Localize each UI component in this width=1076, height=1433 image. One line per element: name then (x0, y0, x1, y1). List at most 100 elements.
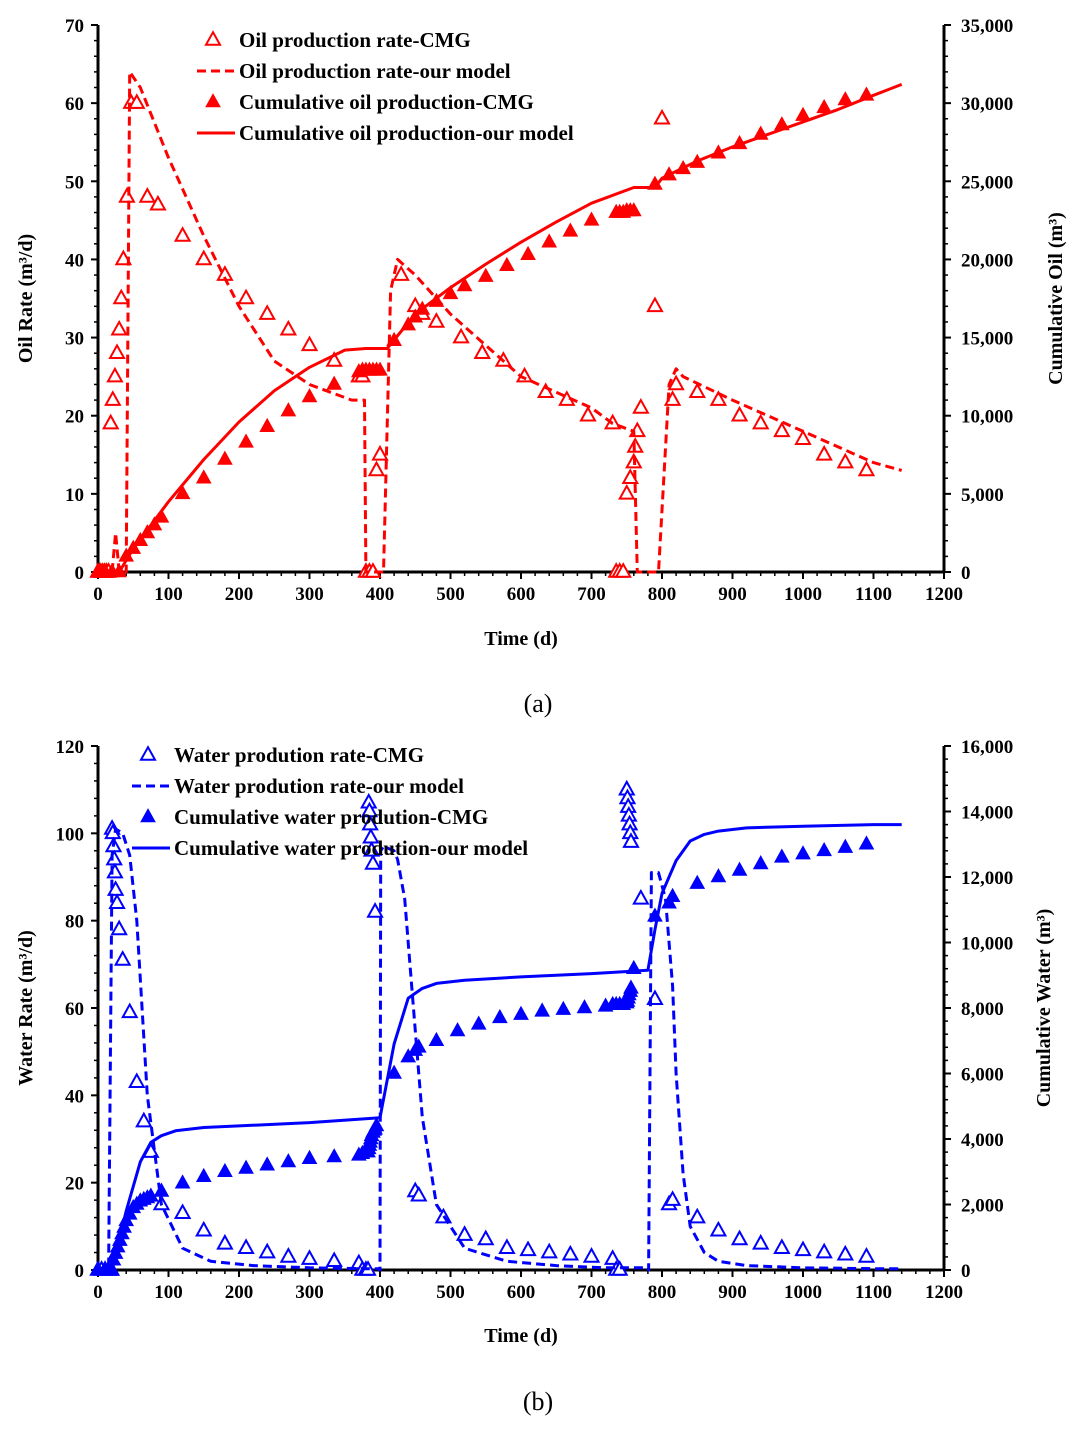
data-point-cumulative-water-prodution-cmg (301, 1149, 318, 1164)
data-point-cumulative-oil-production-cmg (583, 211, 600, 226)
data-point-water-prodution-rate-cmg (836, 1244, 854, 1261)
data-point-cumulative-oil-production-cmg (520, 245, 536, 261)
data-point-oil-production-rate-cmg (836, 452, 854, 469)
x-tick-label: 0 (93, 584, 103, 605)
data-point-cumulative-oil-production-cmg (301, 388, 318, 403)
data-point-oil-production-rate-cmg (138, 187, 157, 203)
data-point-water-prodution-rate-cmg (663, 1190, 682, 1206)
data-point-water-prodution-rate-cmg (106, 862, 124, 879)
y-left-tick-label: 70 (65, 16, 84, 37)
data-point-oil-production-rate-cmg (108, 343, 126, 359)
data-point-oil-production-rate-cmg (688, 382, 706, 399)
data-point-oil-production-rate-cmg (473, 343, 491, 359)
data-point-cumulative-water-prodution-cmg (428, 1031, 445, 1047)
data-point-cumulative-oil-production-cmg (477, 267, 494, 282)
data-point-cumulative-oil-production-cmg (372, 361, 388, 376)
x-axis-label: Time (d) (484, 1325, 558, 1347)
data-point-cumulative-water-prodution-cmg (731, 861, 748, 876)
data-point-oil-production-rate-cmg (364, 562, 382, 578)
legend-marker-symbol (204, 30, 222, 46)
data-point-cumulative-water-prodution-cmg (102, 1261, 119, 1276)
data-point-water-prodution-rate-cmg (582, 1247, 601, 1263)
x-tick-label: 900 (718, 1282, 747, 1303)
series-line-water-prodution-rate-our-model (98, 827, 902, 1272)
data-point-cumulative-water-prodution-cmg (555, 1000, 572, 1015)
y-left-tick-label: 120 (56, 737, 85, 758)
x-tick-label: 100 (154, 584, 183, 605)
x-tick-label: 400 (366, 584, 395, 605)
data-point-oil-production-rate-cmg (279, 319, 298, 336)
data-point-oil-production-rate-cmg (857, 460, 876, 477)
data-point-water-prodution-rate-cmg (688, 1207, 706, 1224)
data-point-cumulative-water-prodution-cmg (623, 979, 639, 994)
data-point-water-prodution-rate-cmg (113, 950, 132, 966)
x-tick-label: 200 (225, 584, 254, 605)
data-point-oil-production-rate-cmg (614, 562, 632, 578)
x-tick-label: 900 (718, 584, 747, 605)
y-right-tick-label: 2,000 (961, 1196, 1004, 1217)
legend-entry: Oil production rate-our model (239, 59, 511, 83)
legend-entry: Cumulative water prodution-our model (174, 836, 528, 860)
data-point-oil-production-rate-cmg (579, 405, 597, 422)
data-point-oil-production-rate-cmg (128, 93, 146, 109)
data-point-oil-production-rate-cmg (618, 483, 636, 500)
y-left-tick-label: 60 (65, 999, 84, 1020)
data-point-cumulative-oil-production-cmg (625, 202, 642, 217)
data-point-cumulative-water-prodution-cmg (576, 999, 593, 1014)
legend-entry: Cumulative oil production-our model (239, 121, 574, 145)
data-point-water-prodution-rate-cmg (540, 1242, 558, 1259)
y-left-tick-label: 100 (56, 824, 85, 845)
data-point-water-prodution-rate-cmg (455, 1225, 474, 1241)
data-point-water-prodution-rate-cmg (773, 1238, 791, 1254)
data-point-cumulative-oil-production-cmg (456, 277, 473, 292)
data-point-cumulative-water-prodution-cmg (664, 887, 681, 902)
data-point-cumulative-water-prodution-cmg (174, 1174, 191, 1189)
legend-entry: Water prodution rate-our model (174, 774, 464, 798)
data-point-water-prodution-rate-cmg (237, 1238, 255, 1254)
legend-marker-symbol (139, 745, 157, 761)
data-point-cumulative-water-prodution-cmg (752, 855, 769, 870)
data-point-cumulative-water-prodution-cmg (470, 1015, 487, 1030)
data-point-cumulative-water-prodution-cmg (368, 1117, 385, 1132)
data-point-cumulative-water-prodution-cmg (195, 1167, 212, 1182)
y-right-tick-label: 30,000 (961, 94, 1013, 115)
data-point-cumulative-water-prodution-cmg (513, 1005, 529, 1020)
data-point-water-prodution-rate-cmg (815, 1242, 833, 1259)
x-tick-label: 600 (507, 584, 536, 605)
x-tick-label: 1000 (784, 1282, 822, 1303)
data-point-cumulative-water-prodution-cmg (837, 838, 854, 853)
data-point-water-prodution-rate-cmg (128, 1072, 146, 1089)
data-point-cumulative-oil-production-cmg (174, 485, 191, 500)
data-point-water-prodution-rate-cmg (135, 1111, 153, 1128)
x-tick-label: 1200 (925, 584, 963, 605)
data-point-cumulative-oil-production-cmg (541, 233, 558, 248)
y-right-tick-label: 10,000 (961, 407, 1013, 428)
x-tick-label: 800 (648, 584, 677, 605)
data-point-water-prodution-rate-cmg (857, 1247, 876, 1263)
y-axis-right-label: Cumulative Oil (m³) (1045, 212, 1067, 385)
data-point-oil-production-rate-cmg (667, 374, 685, 391)
legend-marker-symbol (140, 808, 156, 823)
x-tick-label: 700 (577, 1282, 606, 1303)
y-right-tick-label: 8,000 (961, 999, 1004, 1020)
data-point-water-prodution-rate-cmg (622, 832, 640, 848)
y-left-tick-label: 20 (65, 1174, 84, 1195)
data-point-cumulative-oil-production-cmg (238, 433, 254, 448)
data-point-cumulative-water-prodution-cmg (449, 1022, 466, 1037)
data-point-cumulative-water-prodution-cmg (795, 845, 811, 860)
data-point-oil-production-rate-cmg (118, 187, 136, 203)
data-point-oil-production-rate-cmg (104, 390, 122, 406)
data-point-water-prodution-rate-cmg (108, 893, 126, 909)
y-right-tick-label: 35,000 (961, 16, 1013, 37)
y-right-tick-label: 4,000 (961, 1130, 1004, 1151)
data-point-cumulative-oil-production-cmg (217, 450, 233, 465)
data-point-cumulative-water-prodution-cmg (259, 1156, 276, 1171)
y-right-tick-label: 6,000 (961, 1065, 1004, 1086)
data-point-oil-production-rate-cmg (653, 108, 671, 125)
legend-marker-symbol (205, 93, 221, 108)
x-tick-label: 0 (93, 1282, 103, 1303)
data-point-water-prodution-rate-cmg (173, 1203, 192, 1220)
data-point-oil-production-rate-cmg (237, 288, 255, 305)
data-point-cumulative-water-prodution-cmg (858, 835, 875, 850)
x-tick-label: 1100 (855, 584, 892, 605)
